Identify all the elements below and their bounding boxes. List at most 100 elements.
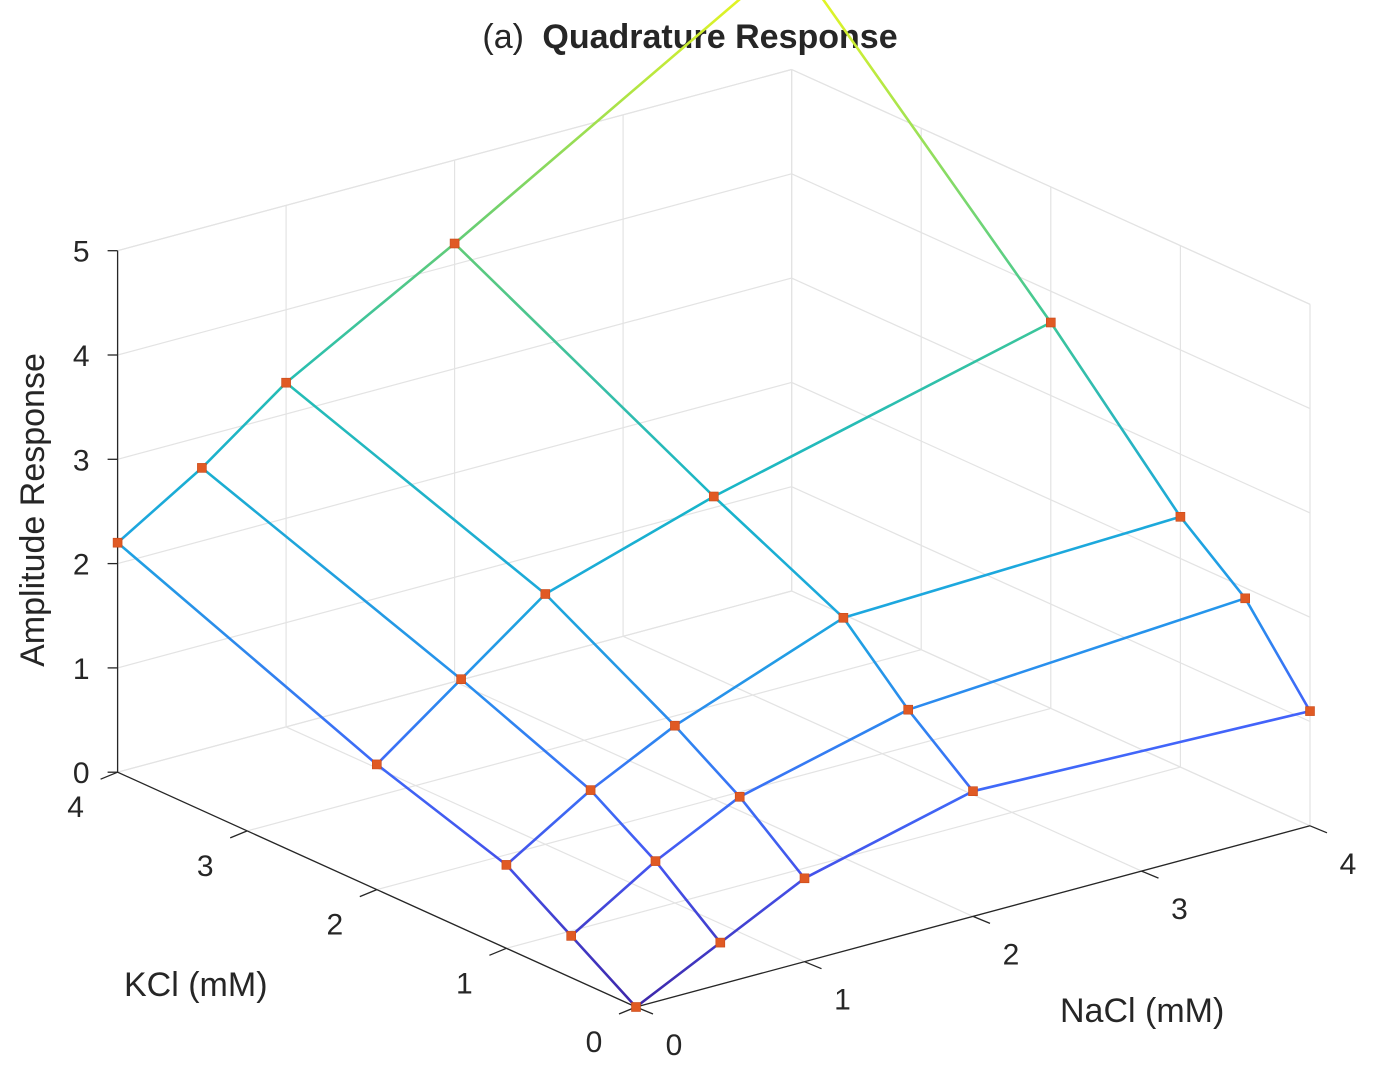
mesh-segment <box>673 616 845 728</box>
y-tick-label: 1 <box>456 967 473 1000</box>
mesh-segment <box>116 466 204 545</box>
box-edge <box>791 68 1311 305</box>
data-point <box>1175 511 1186 522</box>
side-wall-grid-line <box>791 590 1311 827</box>
floor-grid-line <box>247 649 922 832</box>
x-tick-label: 4 <box>1340 848 1357 881</box>
mesh-segment <box>738 708 910 799</box>
data-point <box>670 720 680 731</box>
mesh-segment <box>1179 515 1247 600</box>
z-tick-label: 3 <box>73 444 90 477</box>
mesh-segment <box>971 709 1312 793</box>
mesh-segment <box>459 677 592 792</box>
grid-lines <box>116 68 1311 1008</box>
mesh-segment <box>712 321 1053 498</box>
box-edge <box>117 68 792 252</box>
mesh-segment <box>543 495 716 596</box>
data-point <box>903 704 914 715</box>
back-wall-grid-line <box>117 590 792 773</box>
y-axis-label: KCl (mM) <box>124 966 268 1004</box>
floor-grid-line <box>376 707 1051 891</box>
x-tick-label: 3 <box>1171 893 1188 926</box>
z-tick-label: 2 <box>73 549 90 582</box>
mesh-segment <box>569 934 638 1009</box>
side-wall-grid-line <box>791 277 1311 514</box>
mesh-segment <box>200 466 463 681</box>
x-tick-label: 2 <box>1003 938 1020 971</box>
y-tick-label: 3 <box>197 850 214 883</box>
mesh-segment <box>738 795 806 880</box>
mesh-segment <box>453 0 741 245</box>
title-prefix: (a) <box>482 18 524 56</box>
data-point <box>799 873 810 884</box>
data-point <box>501 860 512 870</box>
data-point <box>566 931 577 941</box>
data-point <box>1305 706 1315 716</box>
y-tick-mark <box>359 888 378 898</box>
mesh-segment <box>1049 321 1182 519</box>
mesh-segment <box>589 788 657 863</box>
side-wall-grid-line <box>791 173 1311 410</box>
data-point <box>540 589 551 599</box>
mesh-segment <box>284 381 547 596</box>
y-tick-mark <box>489 947 507 956</box>
data-point <box>734 791 745 802</box>
x-tick-mark <box>1309 825 1328 834</box>
x-tick-mark <box>972 915 991 925</box>
data-point <box>715 937 726 948</box>
mesh-segment <box>906 708 975 793</box>
data-point <box>708 491 719 502</box>
back-wall-grid-line <box>117 381 792 565</box>
mesh-segment <box>654 795 742 863</box>
data-point <box>281 377 291 388</box>
mesh-segment <box>453 242 716 498</box>
axes <box>100 250 1328 1015</box>
data-point <box>449 238 460 249</box>
mesh-segment <box>569 859 657 938</box>
data-point <box>371 759 382 770</box>
z-tick-label: 1 <box>73 653 90 686</box>
mesh-segment <box>821 0 1053 324</box>
mesh-segment <box>803 789 975 880</box>
x-tick-mark <box>804 961 822 970</box>
y-tick-mark <box>100 771 118 780</box>
mesh-segment <box>634 941 722 1009</box>
x-axis-label: NaCl (mM) <box>1060 992 1224 1030</box>
x-tick-label: 1 <box>834 984 851 1017</box>
data-point <box>1240 593 1250 604</box>
data-point <box>1046 317 1056 328</box>
mesh-segment <box>589 724 677 792</box>
back-wall-grid-line <box>117 173 792 356</box>
mesh-segment <box>654 859 722 944</box>
y-tick-label: 0 <box>586 1026 603 1059</box>
mesh-segment <box>505 863 573 938</box>
chart-title: (a) Quadrature Response <box>482 18 897 56</box>
mesh-segment <box>712 495 845 620</box>
mesh-segment <box>200 381 288 470</box>
y-tick-mark <box>229 830 248 839</box>
mesh-segment <box>673 724 742 799</box>
title-main: Quadrature Response <box>542 18 897 56</box>
mesh-segment <box>543 592 677 728</box>
mesh-segment <box>459 592 547 681</box>
x-tick-mark <box>1141 870 1159 879</box>
z-tick-label: 0 <box>73 757 90 790</box>
surface-mesh <box>116 0 1312 1009</box>
data-point <box>650 856 661 866</box>
data-point <box>968 786 978 797</box>
y-tick-label: 4 <box>67 791 84 824</box>
data-point <box>197 463 207 473</box>
data-point <box>631 1002 641 1012</box>
mesh-segment <box>906 596 1247 712</box>
x-tick-label: 0 <box>666 1029 683 1062</box>
data-point <box>838 612 849 623</box>
mesh-segment <box>116 541 379 766</box>
y-tick-label: 2 <box>326 909 343 942</box>
mesh-segment <box>718 876 806 944</box>
z-axis-label: Amplitude Response <box>14 353 52 667</box>
z-tick-label: 5 <box>73 236 90 269</box>
z-tick-label: 4 <box>73 340 90 373</box>
data-markers <box>112 238 1315 1012</box>
mesh-segment <box>284 242 456 385</box>
